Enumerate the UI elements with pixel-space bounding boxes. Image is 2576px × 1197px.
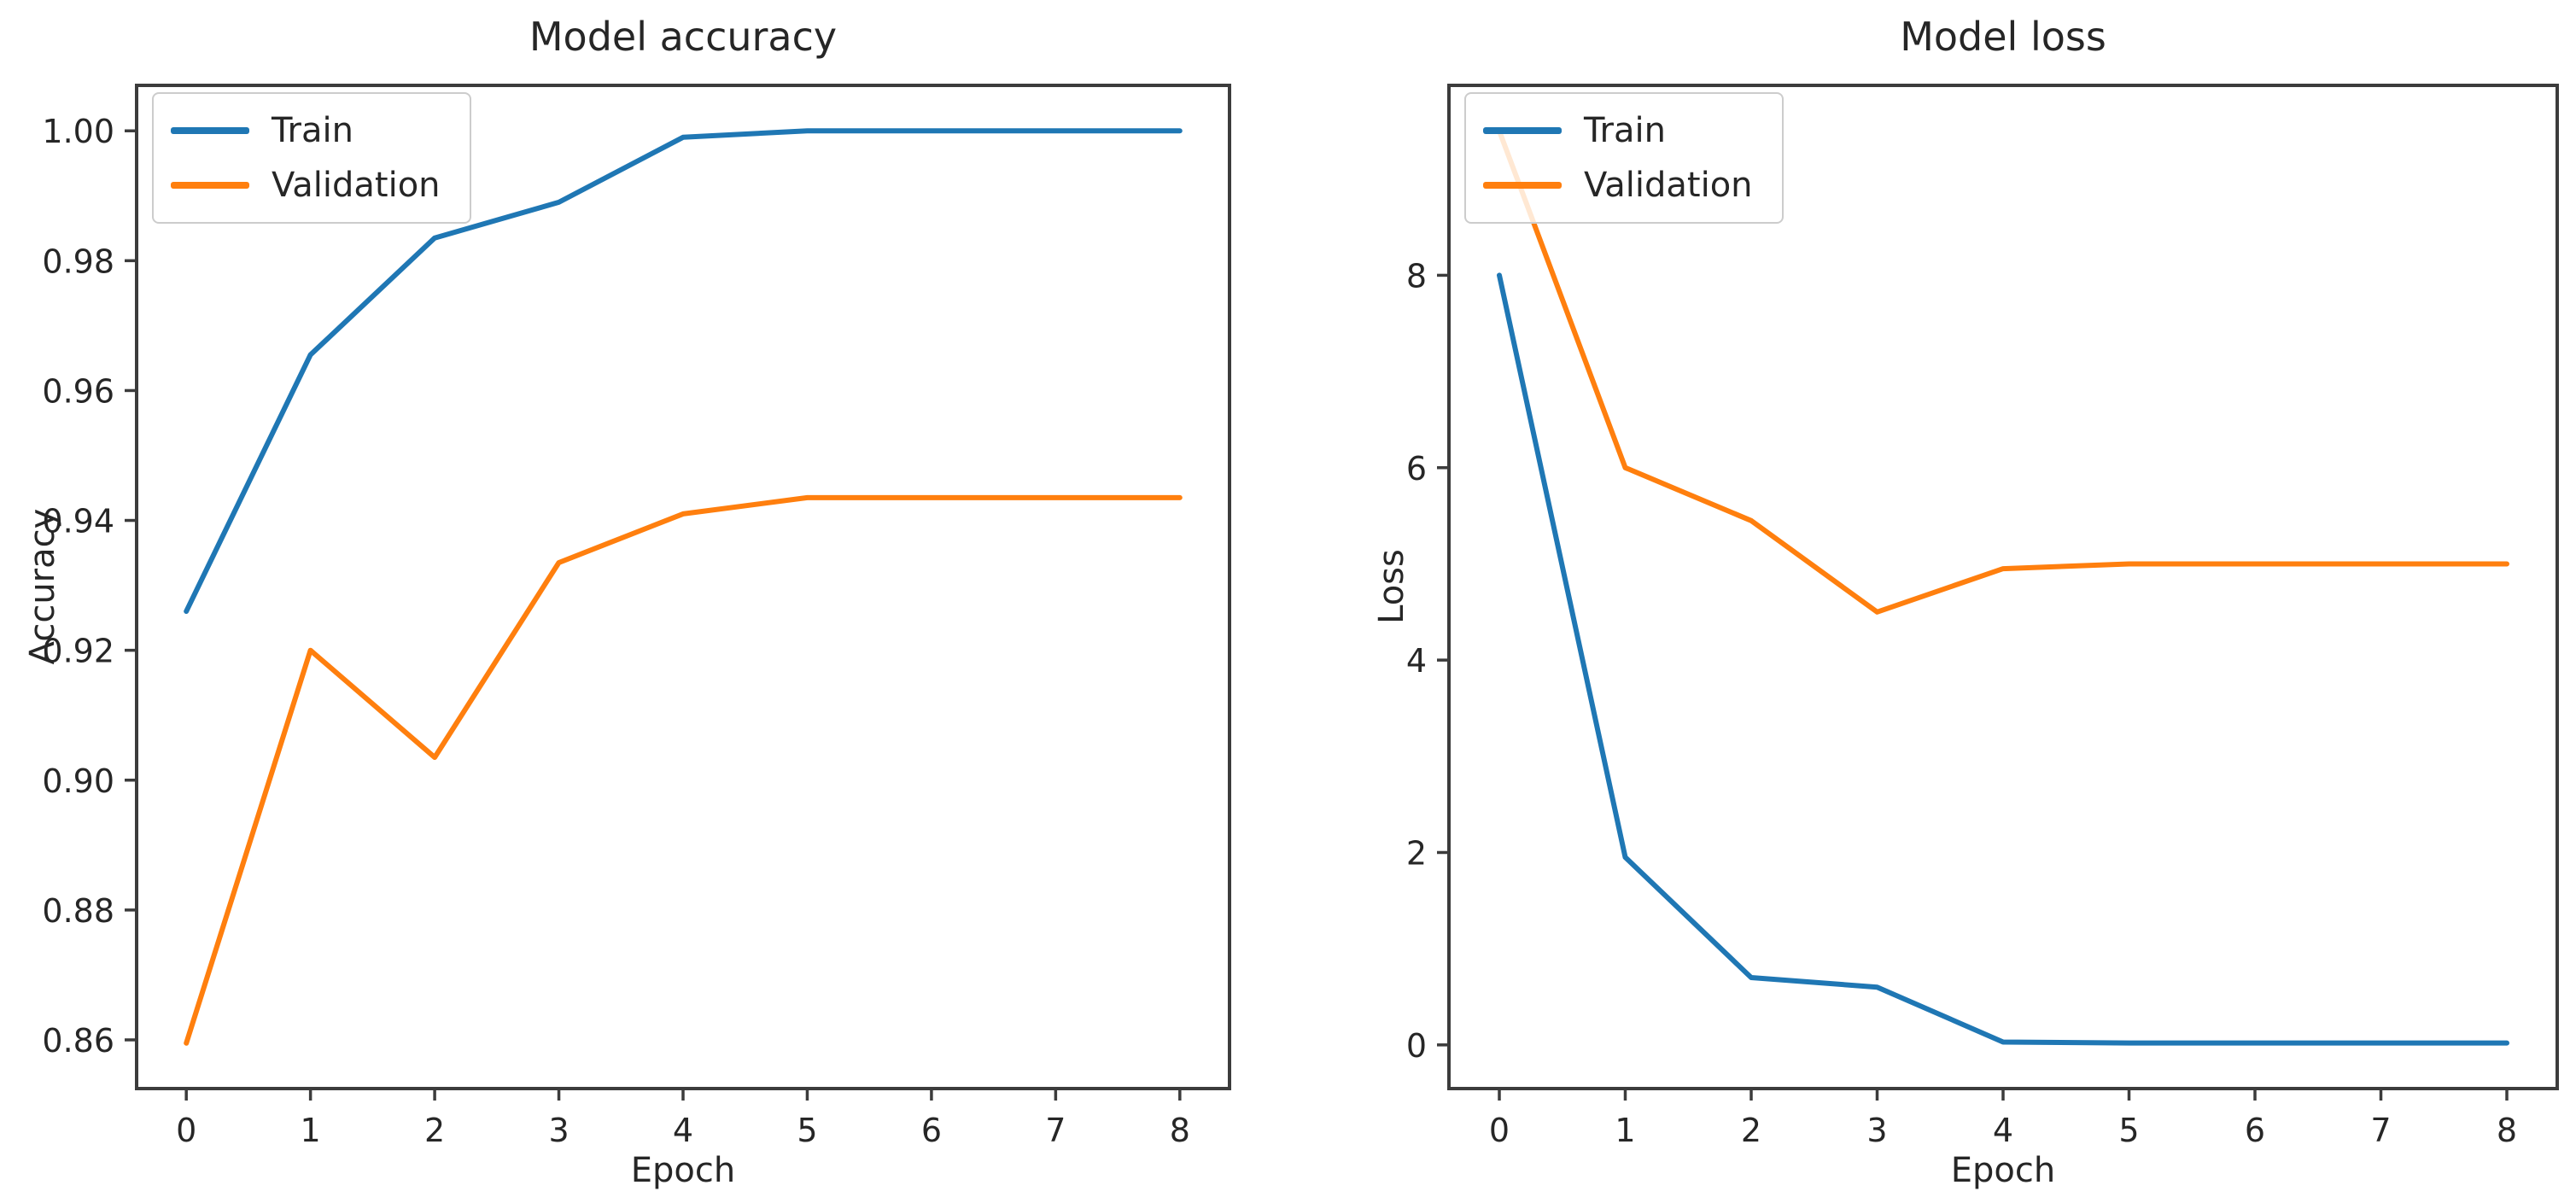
- legend-item-validation: Validation: [171, 162, 441, 208]
- accuracy-x-axis-label: Epoch: [630, 1151, 736, 1190]
- x-tick-label: 6: [921, 1112, 942, 1149]
- train-line-swatch: [171, 127, 249, 134]
- y-axis: 0.86 0.88 0.90 0.92 0.94 0.96 0.98 1.00: [42, 113, 137, 1060]
- x-tick-label: 6: [2245, 1112, 2265, 1149]
- x-tick-label: 3: [548, 1112, 569, 1149]
- y-tick-label: 0.86: [42, 1022, 114, 1060]
- legend-item-train: Train: [1483, 108, 1753, 154]
- y-tick-label: 0.94: [42, 503, 114, 540]
- legend-label: Train: [1584, 111, 1666, 150]
- legend-label: Validation: [272, 166, 441, 205]
- x-axis: 0 1 2 3 4 5 6 7 8: [176, 1089, 1190, 1149]
- accuracy-plot: 0 1 2 3 4 5 6 7 8 0.86 0.88 0.90 0.92 0.94 0.96 0.98 1.0…: [42, 84, 1231, 1149]
- x-tick-label: 4: [1993, 1112, 2013, 1149]
- x-tick-label: 5: [797, 1112, 817, 1149]
- legend-label: Train: [272, 111, 353, 150]
- series-validation-line: [1497, 128, 2509, 615]
- x-tick-label: 1: [1615, 1112, 1635, 1149]
- series-train-line: [1497, 272, 2509, 1046]
- loss-x-axis-label: Epoch: [1950, 1151, 2056, 1190]
- series-train-line: [184, 128, 1183, 614]
- x-tick-label: 7: [2370, 1112, 2391, 1149]
- y-axis: 0 2 4 6 8: [1406, 257, 1449, 1065]
- y-tick-label: 0.88: [42, 892, 114, 930]
- y-tick-label: 0.92: [42, 633, 114, 670]
- train-line-swatch: [1483, 127, 1562, 134]
- accuracy-chart-title: Model accuracy: [529, 14, 838, 60]
- loss-plot: 0 1 2 3 4 5 6 7 8 0 2 4 6 8: [1406, 84, 2559, 1149]
- validation-line-swatch: [1483, 182, 1562, 189]
- y-tick-label: 0: [1406, 1027, 1427, 1065]
- x-tick-label: 8: [1170, 1112, 1190, 1149]
- x-axis: 0 1 2 3 4 5 6 7 8: [1489, 1089, 2517, 1149]
- loss-y-axis-label: Loss: [1372, 549, 1411, 624]
- y-tick-label: 1.00: [42, 113, 114, 150]
- plot-frame: [1447, 84, 2559, 1090]
- legend-item-train: Train: [171, 108, 441, 154]
- legend-item-validation: Validation: [1483, 162, 1753, 208]
- loss-legend: Train Validation: [1464, 92, 1784, 224]
- x-tick-label: 4: [673, 1112, 693, 1149]
- x-tick-label: 3: [1866, 1112, 1887, 1149]
- y-tick-label: 8: [1406, 257, 1427, 295]
- y-tick-label: 0.98: [42, 242, 114, 280]
- x-tick-label: 1: [301, 1112, 321, 1149]
- x-tick-label: 8: [2497, 1112, 2517, 1149]
- y-tick-label: 0.90: [42, 762, 114, 800]
- plot-frame: [135, 84, 1231, 1090]
- accuracy-legend: Train Validation: [152, 92, 471, 224]
- y-tick-label: 2: [1406, 834, 1427, 872]
- y-tick-label: 4: [1406, 642, 1427, 680]
- legend-label: Validation: [1584, 166, 1753, 205]
- x-tick-label: 5: [2118, 1112, 2139, 1149]
- x-tick-label: 7: [1045, 1112, 1066, 1149]
- accuracy-y-axis-label: Accuracy: [23, 508, 62, 665]
- x-tick-label: 0: [1489, 1112, 1510, 1149]
- validation-line-swatch: [171, 182, 249, 189]
- series-validation-line: [184, 494, 1183, 1046]
- x-tick-label: 2: [1741, 1112, 1761, 1149]
- loss-chart: 0 1 2 3 4 5 6 7 8 0 2 4 6 8 Model loss Loss Epoch Tra…: [1288, 0, 2576, 1197]
- loss-chart-title: Model loss: [1900, 14, 2106, 60]
- y-tick-label: 0.96: [42, 372, 114, 410]
- x-tick-label: 2: [424, 1112, 445, 1149]
- accuracy-chart: 0 1 2 3 4 5 6 7 8 0.86 0.88 0.90 0.92 0.94 0.96 0.98 1.0…: [23, 14, 1231, 1190]
- y-tick-label: 6: [1406, 450, 1427, 488]
- x-tick-label: 0: [176, 1112, 196, 1149]
